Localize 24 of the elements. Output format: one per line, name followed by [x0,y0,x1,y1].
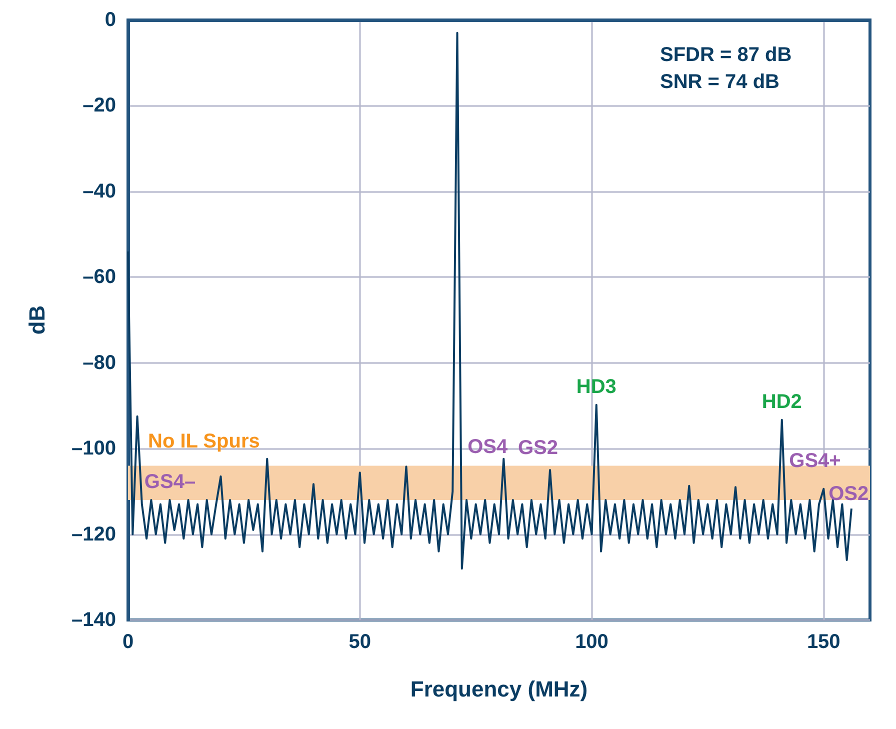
annotation: GS2 [518,437,558,459]
y-tick-label: –40 [82,180,116,202]
x-axis-title: Frequency (MHz) [410,676,588,702]
annotation: OS2 [828,482,869,505]
y-tick-label: –100 [72,438,116,460]
x-tick-label: 0 [122,631,134,653]
y-axis-title: dB [24,305,50,335]
annotation: SNR = 74 dB [660,71,780,93]
y-tick-label: –60 [82,266,116,288]
annotation: OS4 [468,436,509,458]
annotation: GS4– [144,471,196,493]
y-tick-label: –140 [72,609,116,631]
x-tick-label: 50 [348,631,371,653]
y-tick-label: –20 [82,94,116,117]
x-tick-label: 150 [806,631,840,653]
annotation: SFDR = 87 dB [660,44,792,66]
y-tick-label: –80 [82,352,116,374]
band-label: No IL Spurs [148,430,260,453]
annotation: HD2 [762,390,802,413]
x-tick-label: 100 [575,631,608,653]
y-tick-label: 0 [104,9,116,31]
y-tick-label: –120 [72,523,116,546]
annotation: GS4+ [789,450,841,472]
annotation: HD3 [576,376,616,398]
